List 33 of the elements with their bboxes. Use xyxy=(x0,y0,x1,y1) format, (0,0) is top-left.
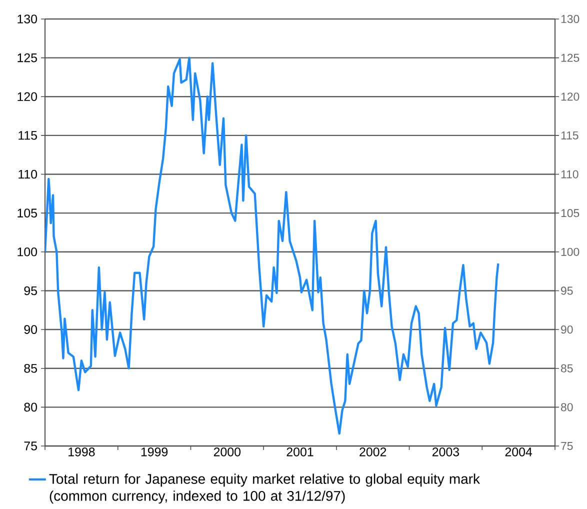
y-tick-label: 85 xyxy=(24,364,37,373)
y-tick-label: 105 xyxy=(18,208,37,218)
y2-tick-label: 120 xyxy=(561,92,580,101)
x-tick-label: 1998 xyxy=(68,448,95,456)
y-tick-label: 120 xyxy=(18,92,38,102)
y-tick-label: 115 xyxy=(18,131,37,140)
y2-tick-label: 95 xyxy=(561,286,573,295)
x-tick-label: 1999 xyxy=(141,448,168,456)
y-tick-label: 95 xyxy=(24,286,37,296)
y-tick-label: 80 xyxy=(24,402,38,412)
line-series xyxy=(45,56,500,435)
y2-tick-label: 105 xyxy=(561,209,580,218)
y2-tick-label: 130 xyxy=(561,14,580,24)
y2-tick-label: 110 xyxy=(561,170,578,178)
y2-tick-label: 85 xyxy=(561,364,573,372)
y2-tick-label: 100 xyxy=(561,248,580,256)
y-tick-label: 110 xyxy=(18,170,38,179)
legend-label: Total return for Japanese equity market relative to global equity mark (common currency, indexed to 100 at 31/12/97) xyxy=(49,474,480,504)
y2-tick-label: 115 xyxy=(561,131,578,140)
x-tick-label: 2002 xyxy=(360,448,386,456)
y2-tick-label: 125 xyxy=(561,54,580,62)
y2-tick-label: 90 xyxy=(561,325,573,334)
x-tick-label: 2000 xyxy=(214,448,241,456)
y-tick-label: 130 xyxy=(18,14,38,24)
x-tick-label: 2001 xyxy=(286,448,314,456)
y2-tick-label: 80 xyxy=(561,403,573,412)
y-tick-label: 90 xyxy=(24,325,38,334)
y-tick-label: 100 xyxy=(18,247,38,256)
x-tick-label: 2003 xyxy=(432,448,460,456)
x-tick-label: 2004 xyxy=(505,448,532,456)
y2-tick-label: 75 xyxy=(561,442,573,450)
y-tick-label: 75 xyxy=(24,442,37,450)
y-tick-label: 125 xyxy=(18,53,37,62)
